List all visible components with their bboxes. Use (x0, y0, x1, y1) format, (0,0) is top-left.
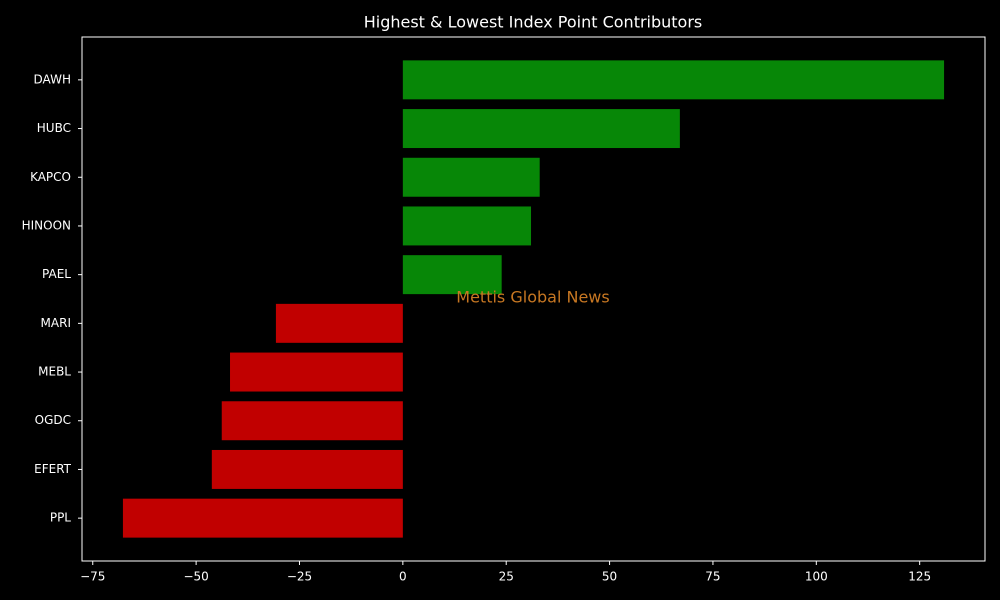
y-tick-label: HUBC (37, 121, 71, 135)
bar (402, 206, 532, 246)
y-tick-label: KAPCO (30, 170, 71, 184)
x-tick-label: 25 (499, 570, 514, 584)
chart-title: Highest & Lowest Index Point Contributor… (364, 13, 703, 32)
bar (402, 109, 680, 149)
y-tick-label: EFERT (34, 462, 72, 476)
x-tick-label: −75 (80, 570, 105, 584)
y-tick-label: HINOON (22, 218, 71, 232)
bar (230, 352, 403, 392)
y-tick-label: MARI (41, 316, 71, 330)
x-tick-label: −25 (287, 570, 312, 584)
bar (122, 498, 403, 538)
x-tick-label: 0 (399, 570, 407, 584)
x-tick-label: 100 (805, 570, 828, 584)
y-tick-label: DAWH (34, 72, 71, 86)
y-tick-label: OGDC (35, 413, 71, 427)
x-tick-label: 75 (705, 570, 720, 584)
y-tick-label: PPL (50, 511, 71, 525)
bar (402, 60, 945, 100)
watermark: Mettis Global News (456, 288, 609, 307)
x-tick-label: 125 (908, 570, 931, 584)
x-tick-label: 50 (602, 570, 617, 584)
bar (275, 303, 403, 343)
y-tick-label: PAEL (42, 267, 71, 281)
y-tick-label: MEBL (38, 365, 71, 379)
bar (221, 401, 403, 441)
bar (402, 255, 502, 295)
x-tick-label: −50 (183, 570, 208, 584)
bar (402, 157, 540, 197)
bar (211, 449, 403, 489)
plot-frame (81, 36, 986, 562)
